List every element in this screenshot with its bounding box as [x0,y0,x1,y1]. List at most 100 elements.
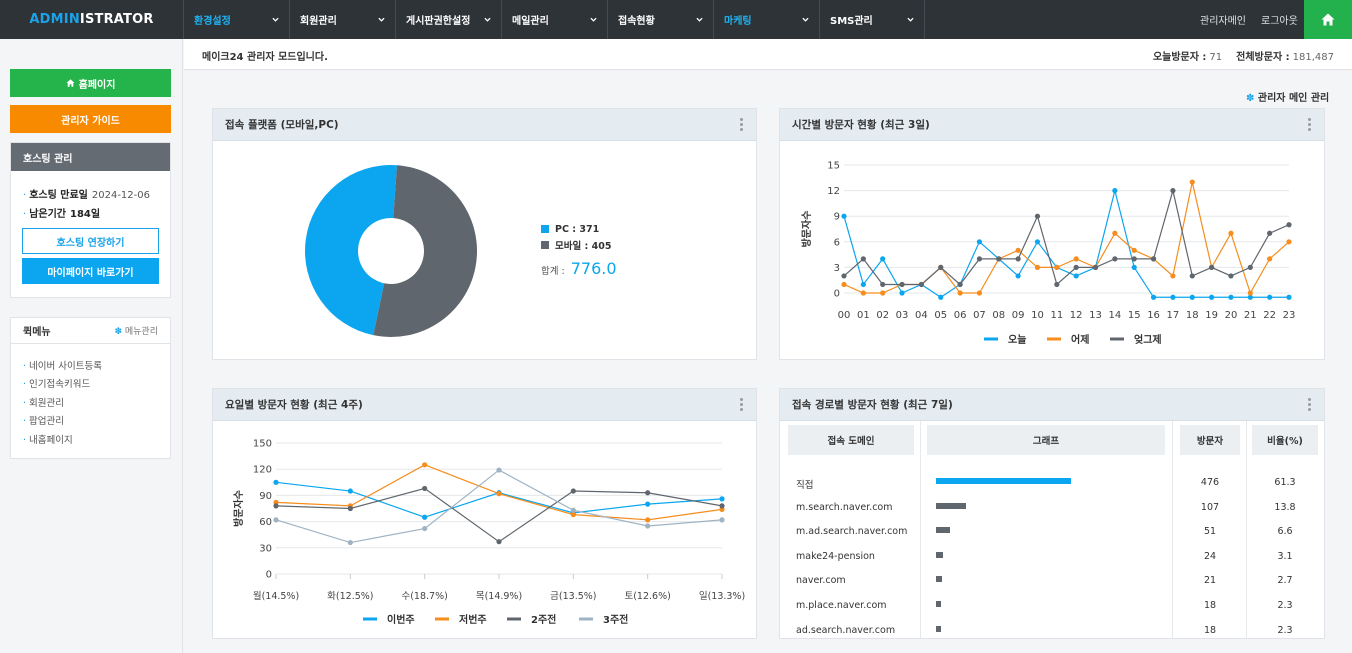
data-point [1073,273,1079,279]
quick-menu-item-popups[interactable]: 팝업관리 [23,413,64,427]
logout-link[interactable]: 로그아웃 [1261,16,1298,27]
total-visitors-label: 전체방문자 : [1236,52,1290,63]
platform-donut-chart [305,165,477,337]
quick-menu-item-popular-keywords[interactable]: 인기접속키워드 [23,376,90,390]
visitors-cell: 18 [1203,600,1217,611]
data-point [347,505,353,512]
data-point [422,462,428,468]
x-tick-label: 02 [876,310,889,321]
total-visitors-value: 181,487 [1292,52,1334,63]
data-point [1247,294,1253,300]
column-header-domain: 접속 도메인 [788,425,914,455]
nav-menu-members[interactable]: 회원관리 [289,0,395,39]
column-header-graph: 그래프 [927,425,1165,455]
admin-mode-message: 메이크24 관리자 모드입니다. [202,52,328,63]
data-point [496,467,502,473]
menu-manage-link[interactable]: ✽ 메뉴관리 [114,324,158,337]
platform-total: 합계 : 776.0 [541,259,617,278]
data-point [1131,264,1137,270]
data-point [1112,256,1118,262]
nav-menu-mail[interactable]: 메일관리 [501,0,607,39]
home-button[interactable] [1304,0,1352,39]
x-tick-label: 11 [1050,310,1063,321]
data-point [1189,294,1195,300]
data-point [1073,256,1079,262]
y-tick-label: 90 [259,491,272,502]
hosting-extend-button[interactable]: 호스팅 연장하기 [22,228,159,254]
legend-item-pc: PC : 371 [541,221,617,237]
data-point [1170,273,1176,279]
more-options-icon[interactable] [740,118,744,132]
ratio-cell: 6.6 [1277,526,1293,538]
y-tick-label: 12 [827,186,840,197]
x-tick-label: 22 [1263,310,1276,321]
legend-label: 이번주 [387,613,415,626]
hourly-visitors-panel: 시간별 방문자 현황 (최근 3일) 0 3 6 9 12 15 00 01 02 03 04 05 0… [779,108,1325,360]
nav-label: 접속현황 [618,16,655,27]
x-tick-label: 수(18.7%) [401,591,447,602]
chevron-down-icon [802,17,809,22]
homepage-button-label: 홈페이지 [78,79,116,91]
y-tick-label: 3 [834,263,840,274]
pie-slice-mobile [373,165,477,337]
mypage-button[interactable]: 마이페이지 바로가기 [22,258,159,284]
legend-label: 오늘 [1008,334,1026,346]
quick-menu-item-my-homepage[interactable]: 내홈페이지 [23,432,73,446]
nav-menu-settings[interactable]: 환경설정 [183,0,289,39]
domain-cell: m.search.naver.com [796,501,893,513]
hosting-remain-row: 남은기간 184일 [23,205,100,220]
quick-menu-item-members[interactable]: 회원관리 [23,395,64,409]
admin-guide-label: 관리자 가이드 [61,115,120,127]
hosting-remain-label: 남은기간 [29,209,66,220]
legend-swatch [541,241,549,249]
legend-item-mobile: 모바일 : 405 [541,237,617,253]
admin-logo[interactable]: ADMIN ISTRATOR [0,0,183,39]
pie-slice-pc [305,165,397,336]
admin-main-link[interactable]: 관리자메인 [1200,16,1246,27]
data-point [347,488,353,494]
data-point [976,239,983,245]
visitors-cell: 476 [1200,477,1220,488]
y-axis-label: 방문자수 [800,211,813,248]
data-point [1267,294,1273,300]
data-point [1286,239,1292,245]
top-navigation-bar: ADMIN ISTRATOR 환경설정 회원관리 게시판권한설정 메일관리 접속현… [0,0,1352,39]
homepage-button[interactable]: 홈페이지 [10,69,171,97]
weekday-line-chart: 0 30 60 90 120 150 월(14.5%) 화(12.5%) 수(18.7%) 목(1… [232,439,745,627]
nav-label: SMS관리 [830,16,873,27]
quick-menu-item-naver-register[interactable]: 네이버 사이트등록 [23,358,102,372]
data-point [1034,264,1041,270]
x-tick-label: 05 [934,310,947,321]
more-options-icon[interactable] [1308,118,1312,132]
home-icon [66,79,75,87]
admin-main-manage-link[interactable]: ✽ 관리자 메인 관리 [1246,89,1329,104]
x-tick-label: 월(14.5%) [253,590,299,602]
data-point [422,514,428,520]
nav-menu-sms[interactable]: SMS관리 [819,0,925,39]
more-options-icon[interactable] [740,398,744,412]
x-tick-label: 18 [1186,310,1199,321]
data-point [1112,230,1118,236]
x-tick-label: 07 [973,310,986,321]
data-point [1015,273,1021,279]
series-line-2주전 [275,487,723,543]
data-point [841,213,847,219]
series-line-3주전 [275,469,723,544]
series-line-이번주 [275,481,723,518]
data-point [719,503,725,509]
data-point [273,503,279,509]
nav-menu-marketing[interactable]: 마케팅 [713,0,819,39]
nav-menu-board-permissions[interactable]: 게시판권한설정 [395,0,501,39]
x-tick-label: 20 [1225,310,1238,321]
more-options-icon[interactable] [1308,398,1312,412]
data-point [570,512,576,518]
column-divider [1172,421,1173,638]
chevron-down-icon [696,17,703,22]
ratio-cell: 2.3 [1277,600,1293,611]
data-point [1247,290,1253,296]
visitors-cell: 51 [1203,526,1217,538]
nav-menu-access-status[interactable]: 접속현황 [607,0,713,39]
x-tick-label: 금(13.5%) [550,591,596,602]
admin-guide-button[interactable]: 관리자 가이드 [10,105,171,133]
ratio-cell: 2.7 [1277,575,1293,587]
